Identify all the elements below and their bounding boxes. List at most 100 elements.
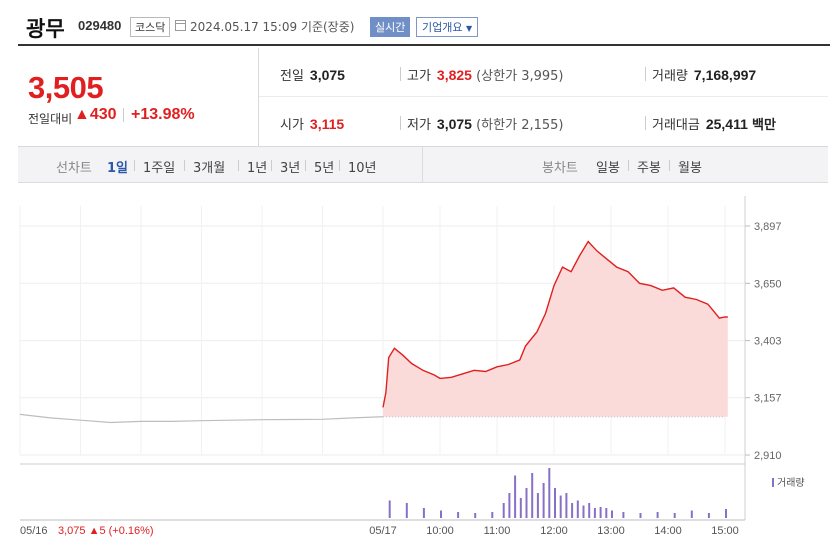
low-value: 3,075 — [436, 116, 472, 132]
stock-name: 광무 — [26, 17, 65, 41]
divider — [339, 160, 340, 171]
company-info-dropdown[interactable]: 기업개요 ▼ — [416, 17, 479, 37]
x-tick-label: 11:00 — [484, 525, 511, 537]
upper-limit: (상한가 3,995) — [476, 69, 564, 84]
volume-bar — [514, 475, 517, 518]
trade-value-value: 25,411 — [705, 116, 748, 132]
volume-bar — [565, 493, 568, 518]
tab-period-1y[interactable]: 1년 — [247, 161, 268, 176]
volume-bar — [440, 510, 442, 518]
divider — [305, 160, 306, 171]
volume-bar — [554, 488, 556, 518]
divider — [271, 160, 272, 171]
price-box: 3,505 전일대비 ▲430 +13.98% — [18, 48, 259, 146]
volume-bar — [605, 508, 608, 518]
volume-label: 거래량 — [652, 69, 688, 84]
volume-bar — [690, 510, 693, 518]
low: 저가 3,075 (하한가 2,155) — [407, 114, 563, 133]
volume-bar — [536, 493, 539, 518]
volume-bar — [639, 513, 642, 518]
toolbar-divider — [422, 147, 423, 182]
price-line — [382, 240, 728, 408]
divider — [400, 67, 401, 81]
realtime-button[interactable]: 실시간 — [370, 17, 411, 37]
divider — [400, 116, 401, 130]
prev-close-label: 전일 — [280, 69, 304, 84]
volume-bars — [388, 468, 727, 518]
volume-bar — [599, 507, 602, 518]
volume-bar — [725, 509, 727, 518]
tab-period-5y[interactable]: 5년 — [314, 161, 335, 176]
tab-period-1d[interactable]: 1일 — [107, 161, 129, 176]
x-tick-label: 14:00 — [654, 525, 682, 537]
x-tick-label: 05/17 — [369, 525, 397, 537]
trade-value: 거래대금 25,411 백만 — [652, 114, 776, 133]
change-amount: ▲430 — [74, 106, 117, 123]
volume-bar — [457, 512, 460, 518]
change-label: 전일대비 — [28, 112, 73, 126]
line-chart-label: 선차트 — [56, 161, 92, 176]
datetime: 2024.05.17 15:09 기준(장중) — [190, 20, 355, 34]
price-area-fill — [383, 241, 728, 417]
chart-labels: 3,897 3,650 3,403 3,157 2,910 거래량 05/16 05/17 10… — [20, 221, 805, 537]
volume: 거래량 7,168,997 — [652, 65, 756, 84]
open-value: 3,115 — [309, 116, 345, 132]
prev-day-line — [19, 413, 384, 424]
y-tick-label: 3,897 — [754, 221, 782, 233]
title-divider — [18, 44, 830, 46]
prev-close: 전일 3,075 — [280, 65, 345, 84]
volume-bar — [593, 508, 596, 518]
trade-value-label: 거래대금 — [652, 118, 700, 133]
volume-bar — [588, 503, 591, 518]
divider — [669, 160, 670, 171]
divider — [184, 160, 185, 171]
trade-value-unit: 백만 — [752, 118, 776, 133]
y-tick-label: 2,910 — [754, 450, 782, 462]
volume-bar — [491, 512, 494, 518]
chart-toolbar: 선차트 1일 1주일 3개월 1년 3년 5년 10년 봉차트 일봉 주봉 월봉 — [18, 147, 828, 183]
volume-bar — [707, 513, 710, 518]
x-tick-label: 15:00 — [711, 525, 739, 537]
open: 시가 3,115 — [280, 114, 344, 133]
volume-bar — [576, 500, 579, 518]
tab-period-3y[interactable]: 3년 — [280, 161, 301, 176]
tab-period-10y[interactable]: 10년 — [348, 161, 377, 176]
current-price: 3,505 — [28, 70, 104, 105]
open-label: 시가 — [280, 118, 304, 133]
volume-bar — [388, 500, 391, 518]
lower-limit: (하한가 2,155) — [476, 118, 564, 133]
candle-chart-label: 봉차트 — [542, 161, 578, 176]
divider — [628, 160, 629, 171]
volume-bar — [519, 498, 522, 518]
y-tick-label: 3,157 — [754, 393, 782, 405]
x-tick-label: 12:00 — [540, 525, 568, 537]
volume-bar — [405, 503, 408, 518]
volume-bar — [571, 503, 574, 518]
tab-period-3m[interactable]: 3개월 — [193, 161, 226, 176]
y-tick-label: 3,403 — [754, 336, 782, 348]
calendar-icon — [175, 20, 186, 31]
volume-legend-label: 거래량 — [777, 477, 805, 489]
volume-bar — [548, 468, 551, 518]
tab-candle-daily[interactable]: 일봉 — [596, 161, 620, 176]
volume-bar — [474, 513, 477, 518]
volume-legend-swatch — [772, 478, 774, 487]
tab-candle-weekly[interactable]: 주봉 — [637, 161, 661, 176]
volume-bar — [542, 483, 545, 518]
low-label: 저가 — [407, 118, 431, 133]
volume-value: 7,168,997 — [693, 67, 757, 83]
x-tick-label: 13:00 — [597, 525, 625, 537]
change-rate: +13.98% — [131, 106, 195, 123]
divider — [238, 160, 239, 171]
y-tick-label: 3,650 — [754, 278, 782, 290]
volume-bar — [611, 510, 613, 518]
footer-info: 3,075 ▲5 (+0.16%) — [58, 525, 154, 537]
chevron-down-icon: ▼ — [465, 24, 473, 33]
tab-candle-monthly[interactable]: 월봉 — [678, 161, 702, 176]
high: 고가 3,825 (상한가 3,995) — [407, 65, 563, 84]
volume-bar — [422, 508, 425, 518]
tab-period-1w[interactable]: 1주일 — [143, 161, 176, 176]
volume-bar — [502, 503, 505, 518]
volume-bar — [656, 512, 659, 518]
